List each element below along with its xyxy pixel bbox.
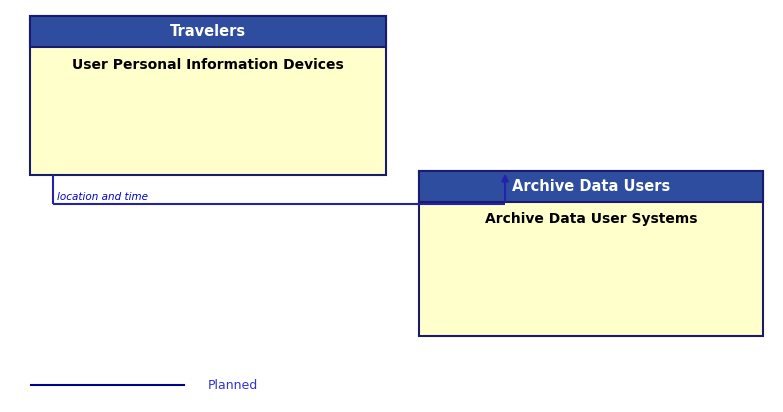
Text: User Personal Information Devices: User Personal Information Devices	[72, 58, 344, 72]
Text: Planned: Planned	[207, 379, 258, 392]
Text: location and time: location and time	[57, 192, 148, 202]
Bar	[30, 16, 386, 47]
Bar	[419, 171, 763, 336]
Text: Archive Data Users: Archive Data Users	[512, 179, 670, 194]
Text: Archive Data User Systems: Archive Data User Systems	[485, 212, 698, 226]
Bar	[419, 171, 763, 202]
Text: Travelers: Travelers	[170, 24, 246, 40]
Bar	[30, 16, 386, 175]
